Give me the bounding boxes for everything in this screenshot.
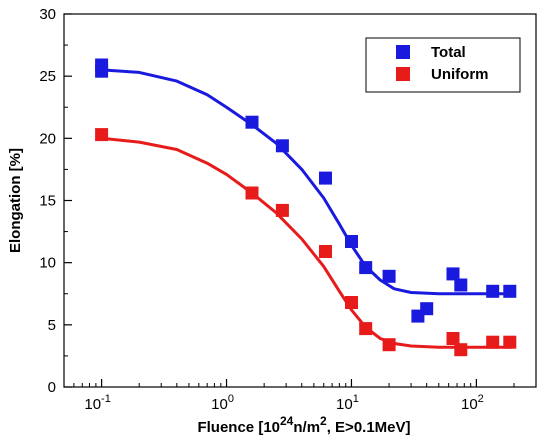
data-point-total <box>382 269 396 283</box>
data-point-total <box>486 284 500 298</box>
data-point-uniform <box>446 332 460 345</box>
y-tick-label: 5 <box>48 317 56 334</box>
series-group <box>95 58 517 357</box>
x-tick-label: 101 <box>336 393 359 413</box>
data-point-total <box>345 235 358 248</box>
data-point-uniform <box>245 186 259 200</box>
data-point-uniform <box>319 245 332 258</box>
fit-line-total <box>100 68 513 296</box>
data-point-total <box>446 267 460 281</box>
data-point-total <box>245 115 259 129</box>
y-tick-label: 15 <box>39 193 56 210</box>
x-axis-title: Fluence [1024n/m2, E>0.1MeV] <box>197 414 410 436</box>
data-point-total <box>359 261 373 275</box>
data-point-uniform <box>345 296 358 309</box>
legend-marker-uniform <box>396 67 410 81</box>
legend-label-total: Total <box>431 44 466 61</box>
data-point-uniform <box>359 322 373 336</box>
data-point-uniform <box>454 343 468 357</box>
legend-box <box>365 37 521 93</box>
data-point-uniform <box>503 335 517 349</box>
legend-marker-total <box>396 45 410 59</box>
legend: Total Uniform <box>365 37 521 93</box>
y-tick-label: 25 <box>39 68 56 85</box>
series-total <box>95 58 517 323</box>
x-tick-label: 102 <box>461 393 484 413</box>
data-point-total <box>319 171 332 185</box>
data-point-uniform <box>95 128 109 142</box>
y-tick-label: 30 <box>39 6 56 23</box>
data-point-total <box>503 284 517 298</box>
y-axis-title: Elongation [%] <box>7 148 24 253</box>
y-tick-label: 0 <box>48 379 56 396</box>
axes: 0 5 10 15 20 25 30 10-1 100 101 102 Elongation [%] F… <box>7 6 537 436</box>
x-tick-label: 100 <box>211 393 234 413</box>
y-tick-label: 10 <box>39 255 56 272</box>
data-point-total <box>454 278 468 292</box>
y-tick-label: 20 <box>39 130 56 147</box>
x-tick-label: 10-1 <box>84 393 110 413</box>
fit-line-uniform <box>100 136 513 349</box>
series-uniform <box>95 128 517 357</box>
data-point-total <box>275 139 289 153</box>
data-point-total <box>420 302 434 316</box>
data-point-uniform <box>275 203 289 217</box>
data-point-uniform <box>486 335 500 349</box>
data-point-uniform <box>382 338 396 352</box>
legend-label-uniform: Uniform <box>431 66 489 83</box>
data-point-total <box>95 58 109 72</box>
